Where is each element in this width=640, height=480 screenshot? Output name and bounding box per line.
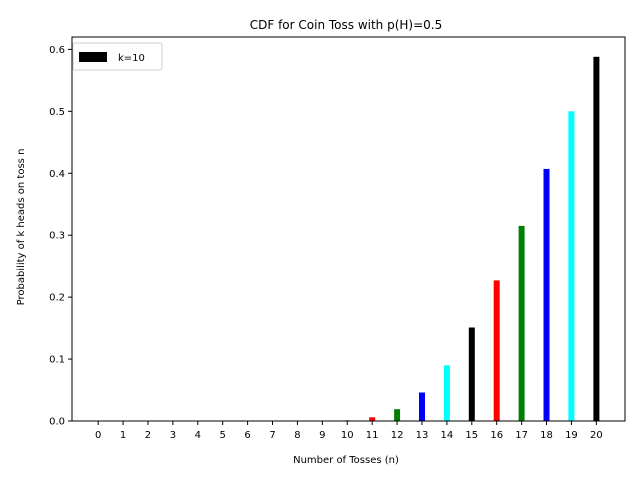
- x-tick-label: 0: [95, 430, 101, 441]
- x-tick-label: 6: [244, 430, 250, 441]
- x-tick-label: 12: [391, 430, 404, 441]
- x-tick-label: 15: [465, 430, 478, 441]
- y-tick-label: 0.0: [49, 417, 65, 428]
- x-tick-label: 20: [590, 430, 603, 441]
- bars-group: [344, 56, 600, 422]
- y-axis-ticks: 0.0 0.1 0.2 0.3 0.4 0.5 0.6: [49, 45, 72, 428]
- x-tick-label: 4: [195, 430, 201, 441]
- x-tick-label: 1: [120, 430, 126, 441]
- x-tick-label: 13: [416, 430, 429, 441]
- y-tick-label: 0.2: [49, 293, 65, 304]
- bar-n-16: [493, 280, 500, 421]
- x-tick-label: 11: [366, 430, 379, 441]
- legend-box: [72, 42, 163, 71]
- x-axis-ticks: 0 1 2 3 4 5 6 7 8 9 10 11 12 13 14 15 16 17 18 19 20: [95, 421, 603, 441]
- y-tick-label: 0.4: [49, 169, 65, 180]
- bar-n-15: [468, 327, 475, 421]
- x-tick-label: 3: [170, 430, 176, 441]
- x-axis-title: Number of Tosses (n): [293, 455, 399, 466]
- bar-n-14: [443, 365, 450, 421]
- x-tick-label: 10: [341, 430, 354, 441]
- x-tick-label: 8: [294, 430, 300, 441]
- y-tick-label: 0.1: [49, 355, 65, 366]
- bar-n-13: [419, 392, 425, 421]
- x-tick-label: 14: [441, 430, 454, 441]
- y-axis-title: Probability of k heads on toss n: [16, 149, 27, 306]
- plot-area-frame: [71, 36, 626, 422]
- bar-n-18: [543, 168, 550, 421]
- x-tick-label: 16: [490, 430, 503, 441]
- x-tick-label: 17: [515, 430, 528, 441]
- chart-title: CDF for Coin Toss with p(H)=0.5: [250, 18, 443, 32]
- x-tick-label: 19: [565, 430, 578, 441]
- legend-swatch: [79, 52, 107, 62]
- legend: k=10: [72, 42, 163, 71]
- y-tick-label: 0.6: [49, 45, 65, 56]
- legend-label: k=10: [118, 53, 145, 64]
- x-tick-label: 2: [145, 430, 151, 441]
- y-tick-label: 0.5: [49, 107, 65, 118]
- x-tick-label: 7: [269, 430, 275, 441]
- bar-n-12: [394, 409, 401, 421]
- x-tick-label: 5: [220, 430, 226, 441]
- x-tick-label: 18: [540, 430, 553, 441]
- bar-n-11: [369, 417, 376, 421]
- bar-n-19: [568, 111, 575, 422]
- x-tick-label: 9: [319, 430, 325, 441]
- y-tick-label: 0.3: [49, 231, 65, 242]
- bar-n-17: [518, 225, 525, 421]
- bar-n-20: [593, 56, 600, 422]
